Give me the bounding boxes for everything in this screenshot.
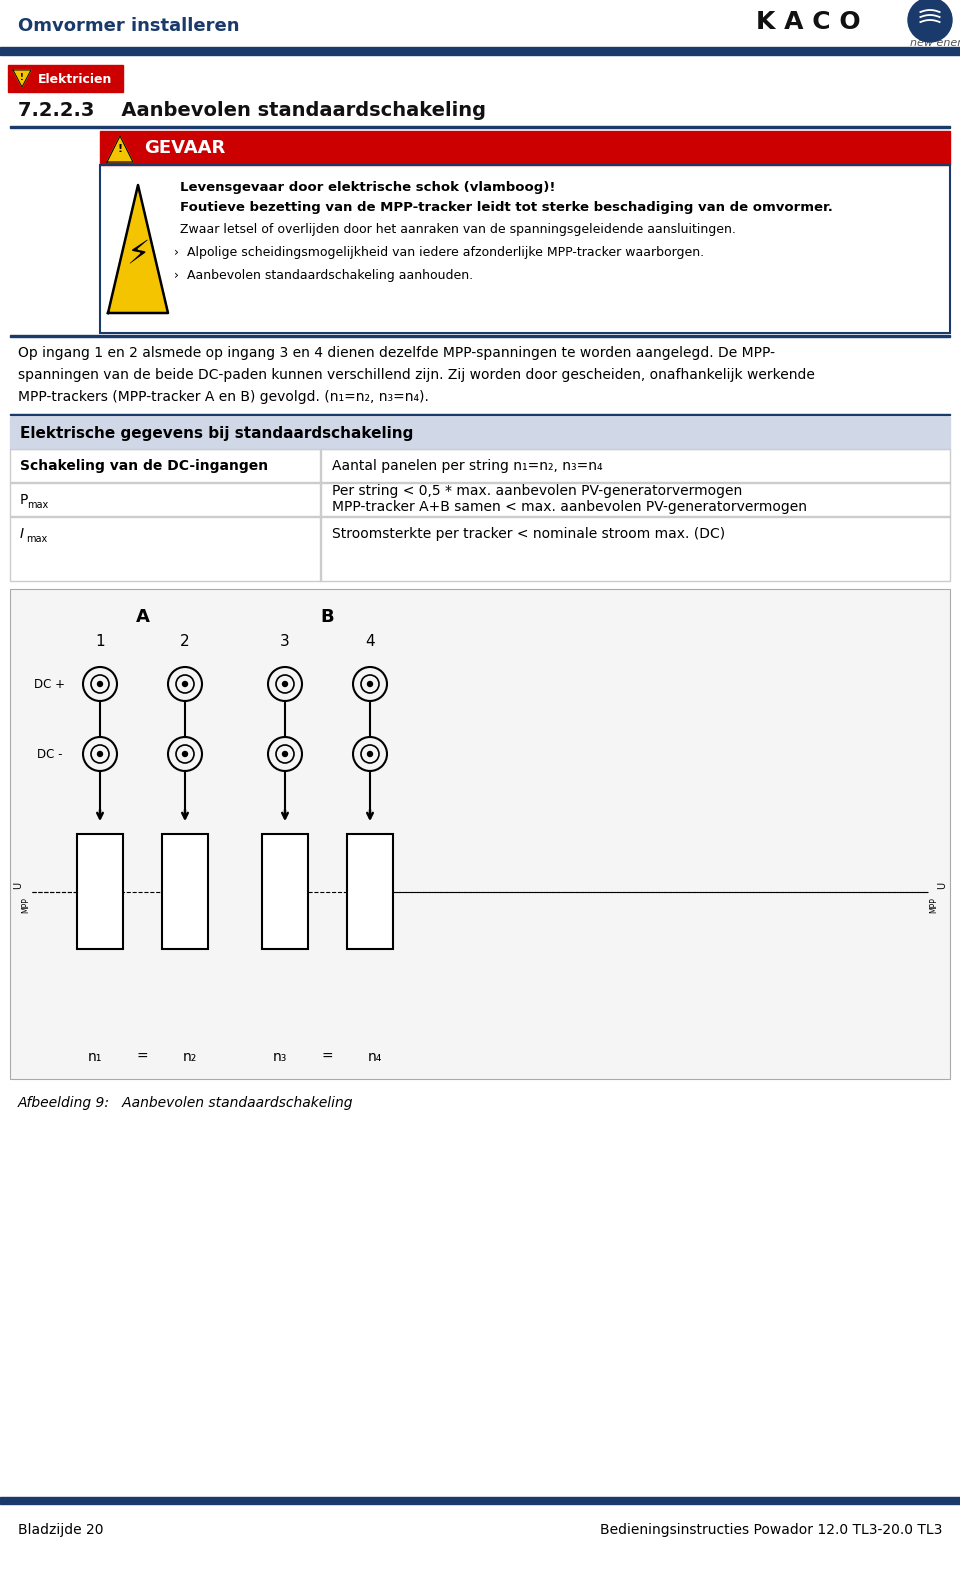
Bar xyxy=(0,1497,960,1503)
Bar xyxy=(347,834,393,949)
Bar xyxy=(8,64,123,93)
Text: B: B xyxy=(321,608,334,625)
Text: U: U xyxy=(13,881,23,889)
Bar xyxy=(320,449,321,581)
Text: DC -: DC - xyxy=(37,748,62,760)
Circle shape xyxy=(908,0,952,42)
Text: Bladzijde 20: Bladzijde 20 xyxy=(18,1522,104,1536)
Text: !: ! xyxy=(20,72,24,82)
Text: MPP: MPP xyxy=(929,897,939,913)
Text: Op ingang 1 en 2 alsmede op ingang 3 en 4 dienen dezelfde MPP-spanningen te word: Op ingang 1 en 2 alsmede op ingang 3 en … xyxy=(18,346,775,360)
Text: 4: 4 xyxy=(365,633,374,649)
Text: MPP-trackers (MPP-tracker A en B) gevolgd. (n₁=n₂, n₃=n₄).: MPP-trackers (MPP-tracker A en B) gevolg… xyxy=(18,390,429,404)
Text: 3: 3 xyxy=(280,633,290,649)
Circle shape xyxy=(368,751,372,757)
Bar xyxy=(100,165,950,333)
Bar xyxy=(0,47,960,55)
Text: Afbeelding 9:   Aanbevolen standaardschakeling: Afbeelding 9: Aanbevolen standaardschake… xyxy=(18,1097,353,1111)
Circle shape xyxy=(98,751,103,757)
Circle shape xyxy=(182,682,187,687)
Bar xyxy=(100,130,950,165)
Bar xyxy=(10,449,950,581)
Text: ⚡: ⚡ xyxy=(127,237,150,270)
Text: 1: 1 xyxy=(95,633,105,649)
Circle shape xyxy=(282,682,287,687)
Text: Levensgevaar door elektrische schok (vlamboog)!: Levensgevaar door elektrische schok (vla… xyxy=(180,181,556,193)
Text: K A C O: K A C O xyxy=(756,9,860,35)
Text: U: U xyxy=(937,881,947,889)
Text: =: = xyxy=(322,1049,333,1064)
Circle shape xyxy=(368,682,372,687)
Text: max: max xyxy=(26,534,47,544)
Text: spanningen van de beide DC-paden kunnen verschillend zijn. Zij worden door gesch: spanningen van de beide DC-paden kunnen … xyxy=(18,368,815,382)
Bar xyxy=(162,834,208,949)
Text: ›  Alpolige scheidingsmogelijkheid van iedere afzonderlijke MPP-tracker waarborg: › Alpolige scheidingsmogelijkheid van ie… xyxy=(174,245,704,259)
Text: MPP-tracker A+B samen < max. aanbevolen PV-generatorvermogen: MPP-tracker A+B samen < max. aanbevolen … xyxy=(332,500,807,514)
Text: Zwaar letsel of overlijden door het aanraken van de spanningsgeleidende aansluit: Zwaar letsel of overlijden door het aanr… xyxy=(180,223,736,236)
Polygon shape xyxy=(13,71,31,86)
Text: new energy.: new energy. xyxy=(910,38,960,49)
Text: Per string < 0,5 * max. aanbevolen PV-generatorvermogen: Per string < 0,5 * max. aanbevolen PV-ge… xyxy=(332,484,742,498)
Text: DC +: DC + xyxy=(35,677,65,691)
Text: Elektricien: Elektricien xyxy=(38,72,112,85)
Text: P: P xyxy=(20,493,29,507)
Text: 7.2.2.3    Aanbevolen standaardschakeling: 7.2.2.3 Aanbevolen standaardschakeling xyxy=(18,101,486,119)
Text: 2: 2 xyxy=(180,633,190,649)
Bar xyxy=(262,834,308,949)
Circle shape xyxy=(98,682,103,687)
Text: Schakeling van de DC-ingangen: Schakeling van de DC-ingangen xyxy=(20,459,268,473)
Text: I: I xyxy=(20,526,24,540)
Text: Omvormer installeren: Omvormer installeren xyxy=(18,17,239,35)
Text: =: = xyxy=(136,1049,148,1064)
Text: Bedieningsinstructies Powador 12.0 TL3-20.0 TL3: Bedieningsinstructies Powador 12.0 TL3-2… xyxy=(600,1522,942,1536)
Bar xyxy=(10,416,950,449)
Text: n₂: n₂ xyxy=(182,1049,197,1064)
Text: n₄: n₄ xyxy=(368,1049,382,1064)
Polygon shape xyxy=(107,137,133,162)
Bar xyxy=(100,165,950,333)
Bar xyxy=(10,335,950,338)
Bar xyxy=(10,126,950,127)
Circle shape xyxy=(182,751,187,757)
Bar xyxy=(77,834,123,949)
Bar xyxy=(10,589,950,1079)
Text: A: A xyxy=(135,608,150,625)
Text: Stroomsterkte per tracker < nominale stroom max. (DC): Stroomsterkte per tracker < nominale str… xyxy=(332,526,725,540)
Text: ›  Aanbevolen standaardschakeling aanhouden.: › Aanbevolen standaardschakeling aanhoud… xyxy=(174,269,473,281)
Text: max: max xyxy=(27,500,48,511)
Text: Aantal panelen per string n₁=n₂, n₃=n₄: Aantal panelen per string n₁=n₂, n₃=n₄ xyxy=(332,459,603,473)
Text: n₃: n₃ xyxy=(273,1049,287,1064)
Text: GEVAAR: GEVAAR xyxy=(144,138,226,157)
Text: MPP: MPP xyxy=(21,897,31,913)
Text: Elektrische gegevens bij standaardschakeling: Elektrische gegevens bij standaardschake… xyxy=(20,426,414,440)
Text: n₁: n₁ xyxy=(87,1049,102,1064)
Polygon shape xyxy=(108,185,168,313)
Text: Foutieve bezetting van de MPP-tracker leidt tot sterke beschadiging van de omvor: Foutieve bezetting van de MPP-tracker le… xyxy=(180,201,833,214)
Text: !: ! xyxy=(117,145,123,154)
Circle shape xyxy=(282,751,287,757)
